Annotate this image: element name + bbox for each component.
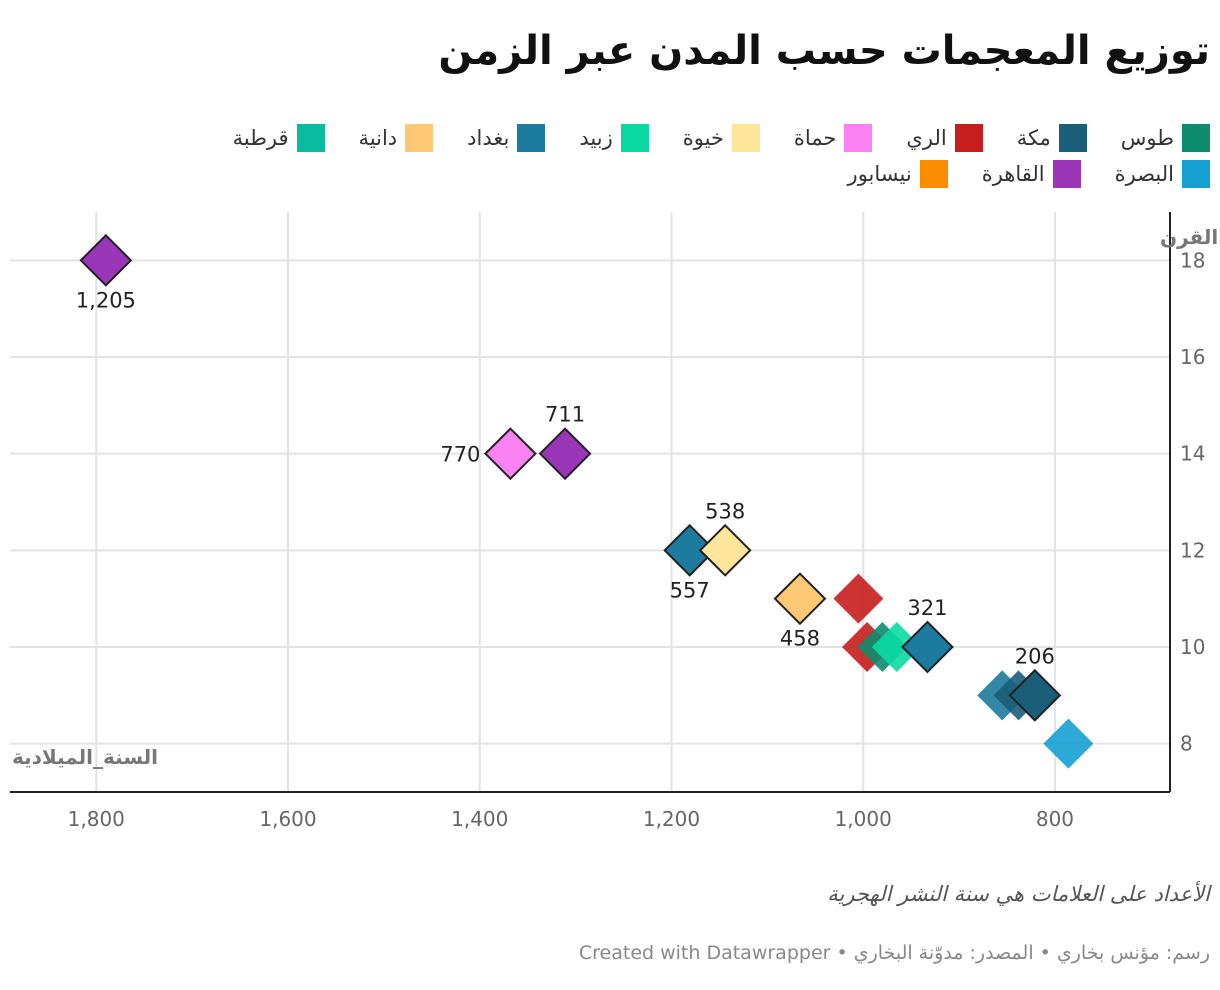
legend-swatch [731,124,760,152]
data-point [1008,668,1062,722]
legend: طوس مكة الري حماة خيوة زبيد بغداد دانية قرطبة الب… [80,124,1210,188]
legend-label: بغداد [467,126,510,150]
legend-swatch [919,160,948,188]
legend-label: الري [906,126,947,150]
x-tick-label: 800 [1036,807,1074,831]
legend-label: البصرة [1114,162,1174,186]
legend-label: خيوة [682,126,724,150]
data-label: 1,205 [76,288,136,312]
legend-item: زبيد [579,124,649,152]
data-label: 770 [440,443,480,467]
y-tick-label: 12 [1180,538,1205,562]
legend-swatch [844,124,873,152]
x-tick-label: 1,000 [835,807,892,831]
data-point [698,523,752,577]
legend-label: القاهرة [981,162,1045,186]
legend-item: حماة [794,124,873,152]
legend-swatch [296,124,325,152]
legend-label: نيسابور [847,162,912,186]
y-axis-title: القرن [1160,225,1218,249]
x-tick-label: 1,800 [68,807,125,831]
legend-label: طوس [1120,126,1174,150]
data-label: 557 [670,578,710,602]
legend-swatch [405,124,434,152]
legend-item: بغداد [467,124,546,152]
legend-label: قرطبة [232,126,289,150]
data-label: 206 [1015,644,1055,668]
data-point [833,573,884,624]
data-point [663,523,717,577]
y-tick-label: 14 [1180,442,1205,466]
data-point [538,427,592,481]
x-tick-label: 1,200 [643,807,700,831]
legend-item: خيوة [683,124,760,152]
legend-item: دانية [359,124,434,152]
legend-item: القاهرة [982,160,1081,188]
x-axis-title: السنة_الميلادية [12,745,158,769]
credit-line: رسم: مؤنس بخاري • المصدر: مدوّنة البخاري… [578,942,1210,964]
legend-label: دانية [358,126,398,150]
legend-label: مكة [1016,126,1051,150]
y-tick-label: 18 [1180,248,1205,272]
legend-swatch [1182,160,1210,188]
legend-item: طوس [1121,124,1210,152]
y-tick-label: 8 [1180,732,1193,756]
legend-label: حماة [793,126,837,150]
chart-title: توزيع المعجمات حسب المدن عبر الزمن [438,28,1210,74]
legend-item: البصرة [1115,160,1210,188]
y-tick-label: 10 [1180,635,1205,659]
legend-item: قرطبة [233,124,325,152]
data-label: 321 [907,596,947,620]
legend-item: مكة [1017,124,1087,152]
y-tick-label: 16 [1180,345,1205,369]
legend-swatch [517,124,546,152]
data-label: 458 [780,627,820,651]
data-point [773,572,827,626]
data-label: 711 [545,403,585,427]
legend-swatch [1182,124,1210,152]
legend-swatch [1058,124,1087,152]
footnote: الأعداد على العلامات هي سنة النشر الهجري… [827,882,1210,906]
data-point [79,233,133,287]
data-point [901,620,954,674]
x-tick-label: 1,600 [259,807,316,831]
legend-item: الري [906,124,983,152]
legend-swatch [620,124,649,152]
legend-swatch [954,124,983,152]
data-point [1043,718,1094,769]
scatter-chart: 1,800 1,600 1,400 1,200 1,000 80081012141618ا… [10,212,1218,831]
legend-label: زبيد [579,126,613,150]
data-point [484,427,537,481]
legend-swatch [1052,160,1081,188]
x-tick-label: 1,400 [451,807,508,831]
legend-item: نيسابور [848,160,948,188]
data-point [871,622,922,672]
data-label: 538 [705,499,745,523]
